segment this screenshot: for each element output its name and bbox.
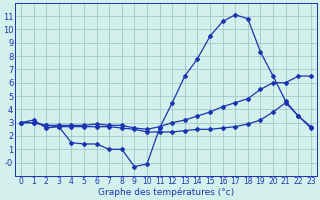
X-axis label: Graphe des températures (°c): Graphe des températures (°c) — [98, 188, 234, 197]
